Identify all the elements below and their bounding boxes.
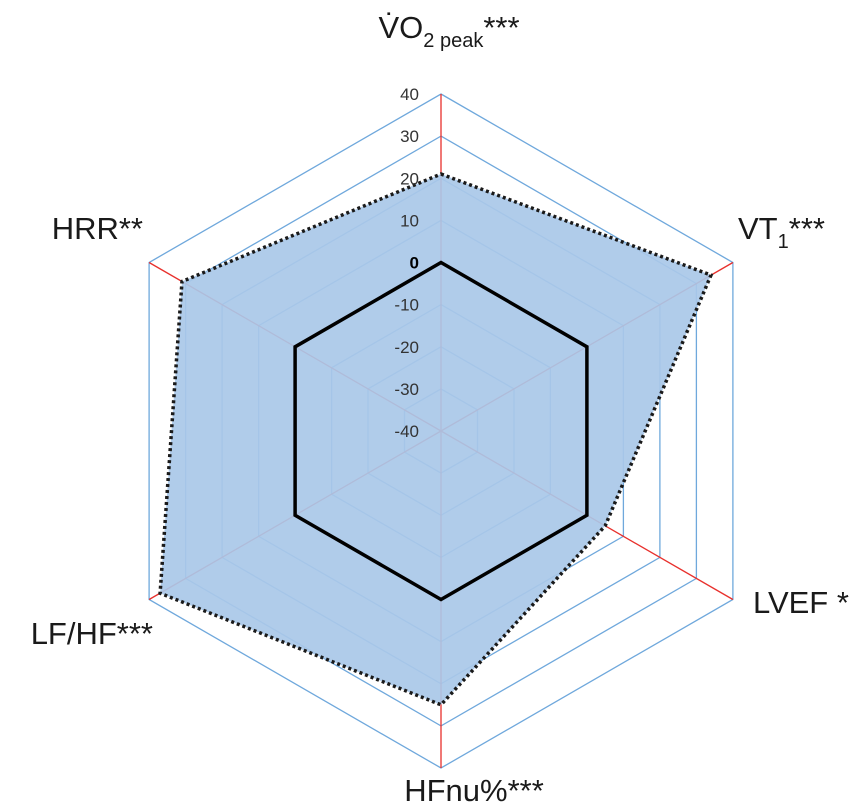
axis-label: HRR** xyxy=(52,211,143,246)
tick-label: -30 xyxy=(394,380,419,399)
tick-label: 20 xyxy=(400,169,419,188)
axis-label: VT1*** xyxy=(738,211,825,253)
tick-label: -40 xyxy=(394,422,419,441)
axis-label: V̇O2 peak*** xyxy=(378,10,519,52)
tick-label: 10 xyxy=(400,211,419,230)
tick-label: 40 xyxy=(400,85,419,104)
axis-label: LF/HF*** xyxy=(31,616,153,651)
tick-label: 0 xyxy=(410,254,419,273)
tick-label: 30 xyxy=(400,127,419,146)
axis-label: LVEF * xyxy=(753,585,849,620)
tick-label: -20 xyxy=(394,338,419,357)
axis-label: HFnu%*** xyxy=(404,773,544,808)
tick-label: -10 xyxy=(394,296,419,315)
